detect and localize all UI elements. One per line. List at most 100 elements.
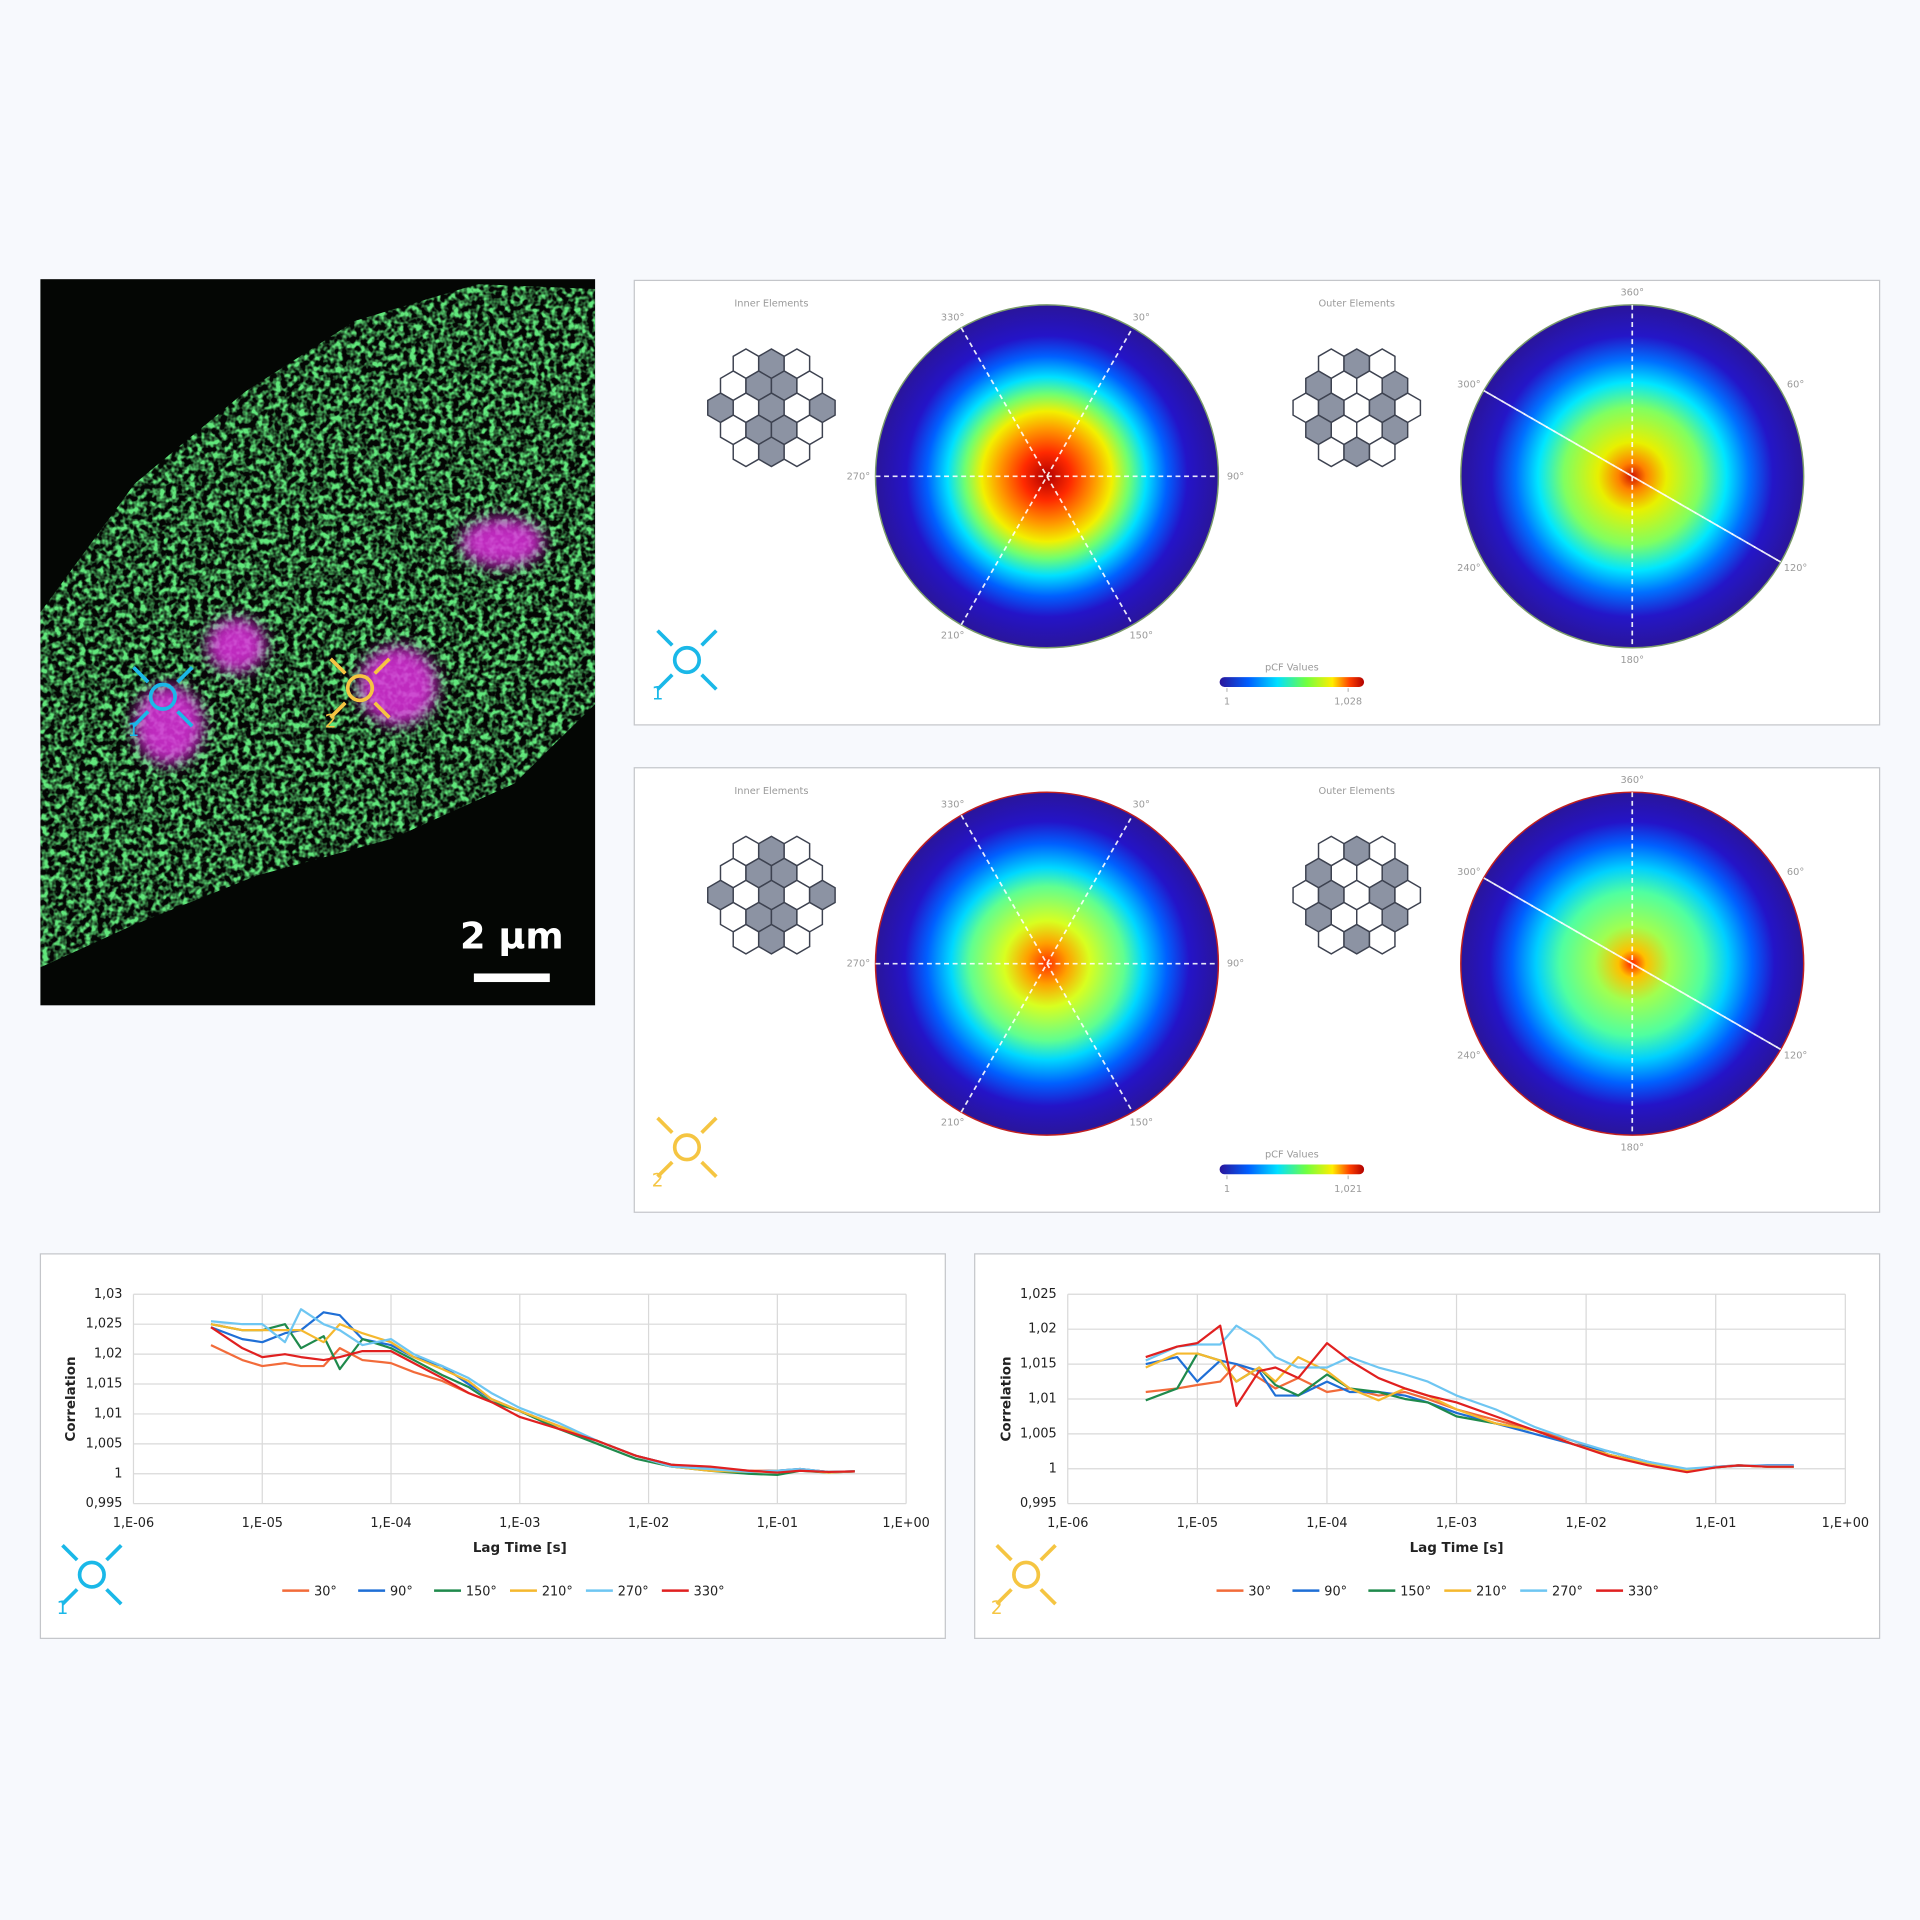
marker-arm <box>61 1544 79 1562</box>
marker-arm <box>176 666 194 684</box>
y-tick-label: 1 <box>1049 1461 1057 1476</box>
marker-label: 1 <box>57 1598 69 1619</box>
marker-arm <box>656 1116 674 1134</box>
angle-label: 30° <box>1133 312 1150 323</box>
x-tick-label: 1,E-03 <box>1436 1516 1477 1531</box>
angle-label: 90° <box>1227 959 1244 970</box>
angle-label: 180° <box>1620 1142 1644 1153</box>
legend-label: 150° <box>466 1584 497 1599</box>
legend-label: 90° <box>390 1584 413 1599</box>
marker-arm <box>700 673 718 691</box>
marker-ring <box>77 1560 106 1589</box>
angle-label: 60° <box>1787 867 1804 878</box>
colorbar <box>1219 677 1365 687</box>
y-tick-label: 1,005 <box>86 1436 123 1451</box>
marker-arm <box>105 1588 123 1606</box>
marker-arm <box>700 1160 718 1179</box>
angle-label: 240° <box>1457 563 1481 574</box>
marker-arm <box>995 1544 1013 1562</box>
detector-element <box>732 923 760 955</box>
marker-arm <box>1039 1544 1057 1562</box>
angle-label: 330° <box>941 312 965 323</box>
y-tick-label: 0,995 <box>1020 1496 1057 1511</box>
marker-arm <box>329 701 347 719</box>
angle-label: 90° <box>1227 471 1244 482</box>
x-tick-label: 1,E-04 <box>370 1516 411 1531</box>
angle-label: 300° <box>1457 867 1481 878</box>
x-tick-label: 1,E-06 <box>113 1516 154 1531</box>
angle-line <box>1483 877 1782 1051</box>
angle-label: 360° <box>1620 288 1644 299</box>
inner-title: Inner Elements <box>734 299 808 310</box>
y-tick-label: 1,03 <box>94 1287 123 1302</box>
colorbar-tick-label: 1,021 <box>1334 1184 1362 1195</box>
detector-element <box>783 923 811 955</box>
marker-arm <box>656 629 674 647</box>
y-tick-label: 1 <box>114 1466 122 1481</box>
marker-label: 1 <box>652 683 664 704</box>
legend-label: 330° <box>694 1584 725 1599</box>
y-tick-label: 1,025 <box>1020 1287 1057 1302</box>
micrograph: 2 µm <box>40 279 596 1006</box>
legend-label: 30° <box>1248 1584 1271 1599</box>
angle-label: 30° <box>1133 800 1150 811</box>
x-tick-label: 1,E+00 <box>882 1516 929 1531</box>
marker-arm <box>700 1116 718 1134</box>
colorbar-title: pCF Values <box>1265 1150 1319 1161</box>
angle-label: 210° <box>941 1118 965 1129</box>
inner-title: Inner Elements <box>734 786 808 797</box>
marker-arm <box>176 710 194 728</box>
chart-frame <box>974 1253 1881 1639</box>
angle-label: 150° <box>1129 630 1153 641</box>
series-line <box>1145 1324 1794 1470</box>
series-line <box>1145 1324 1794 1474</box>
x-tick-label: 1,E-02 <box>1565 1516 1606 1531</box>
marker-label: 2 <box>991 1598 1003 1619</box>
colorbar-tick-label: 1 <box>1224 1184 1230 1195</box>
y-tick-label: 0,995 <box>86 1496 123 1511</box>
legend-label: 270° <box>618 1584 649 1599</box>
angle-label: 270° <box>847 959 871 970</box>
legend-label: 210° <box>542 1584 573 1599</box>
marker-ring <box>672 645 702 675</box>
marker-arm <box>373 657 391 675</box>
angle-label: 210° <box>941 630 965 641</box>
marker-label: 1 <box>128 720 140 741</box>
y-axis-title: Correlation <box>1000 1356 1015 1441</box>
detector-element <box>1368 923 1396 955</box>
y-tick-label: 1,02 <box>94 1347 123 1362</box>
detector-element <box>1343 923 1371 955</box>
colorbar-title: pCF Values <box>1265 662 1319 673</box>
marker-ring <box>1012 1560 1041 1589</box>
x-axis-title: Lag Time [s] <box>1410 1541 1504 1556</box>
marker-arm <box>656 673 674 691</box>
angle-label: 240° <box>1457 1051 1481 1062</box>
x-tick-label: 1,E+00 <box>1822 1516 1869 1531</box>
colorbar-tick-label: 1,028 <box>1334 697 1362 708</box>
marker-arm <box>700 629 718 647</box>
marker-label: 2 <box>652 1171 664 1192</box>
y-tick-label: 1,01 <box>1028 1391 1057 1406</box>
marker-label: 2 <box>325 711 337 732</box>
x-tick-label: 1,E-05 <box>242 1516 283 1531</box>
marker-arm <box>132 710 150 728</box>
marker-arm <box>656 1160 674 1179</box>
nuclear-spots <box>134 517 544 765</box>
outer-title: Outer Elements <box>1318 299 1394 310</box>
series-line <box>210 1326 855 1474</box>
y-tick-label: 1,005 <box>1020 1426 1057 1441</box>
marker-arm <box>995 1588 1013 1606</box>
angle-label: 180° <box>1620 655 1644 666</box>
marker-ring <box>672 1133 702 1162</box>
y-tick-label: 1,025 <box>86 1317 123 1332</box>
y-tick-label: 1,015 <box>86 1377 123 1392</box>
angle-label: 330° <box>941 800 965 811</box>
x-tick-label: 1,E-01 <box>757 1516 798 1531</box>
scale-bar <box>473 973 550 983</box>
y-tick-label: 1,01 <box>94 1406 123 1421</box>
angle-label: 360° <box>1620 775 1644 786</box>
x-axis-title: Lag Time [s] <box>473 1541 567 1556</box>
detector-element <box>1368 436 1396 468</box>
chart-frame <box>39 1253 946 1639</box>
series-line <box>210 1323 855 1476</box>
